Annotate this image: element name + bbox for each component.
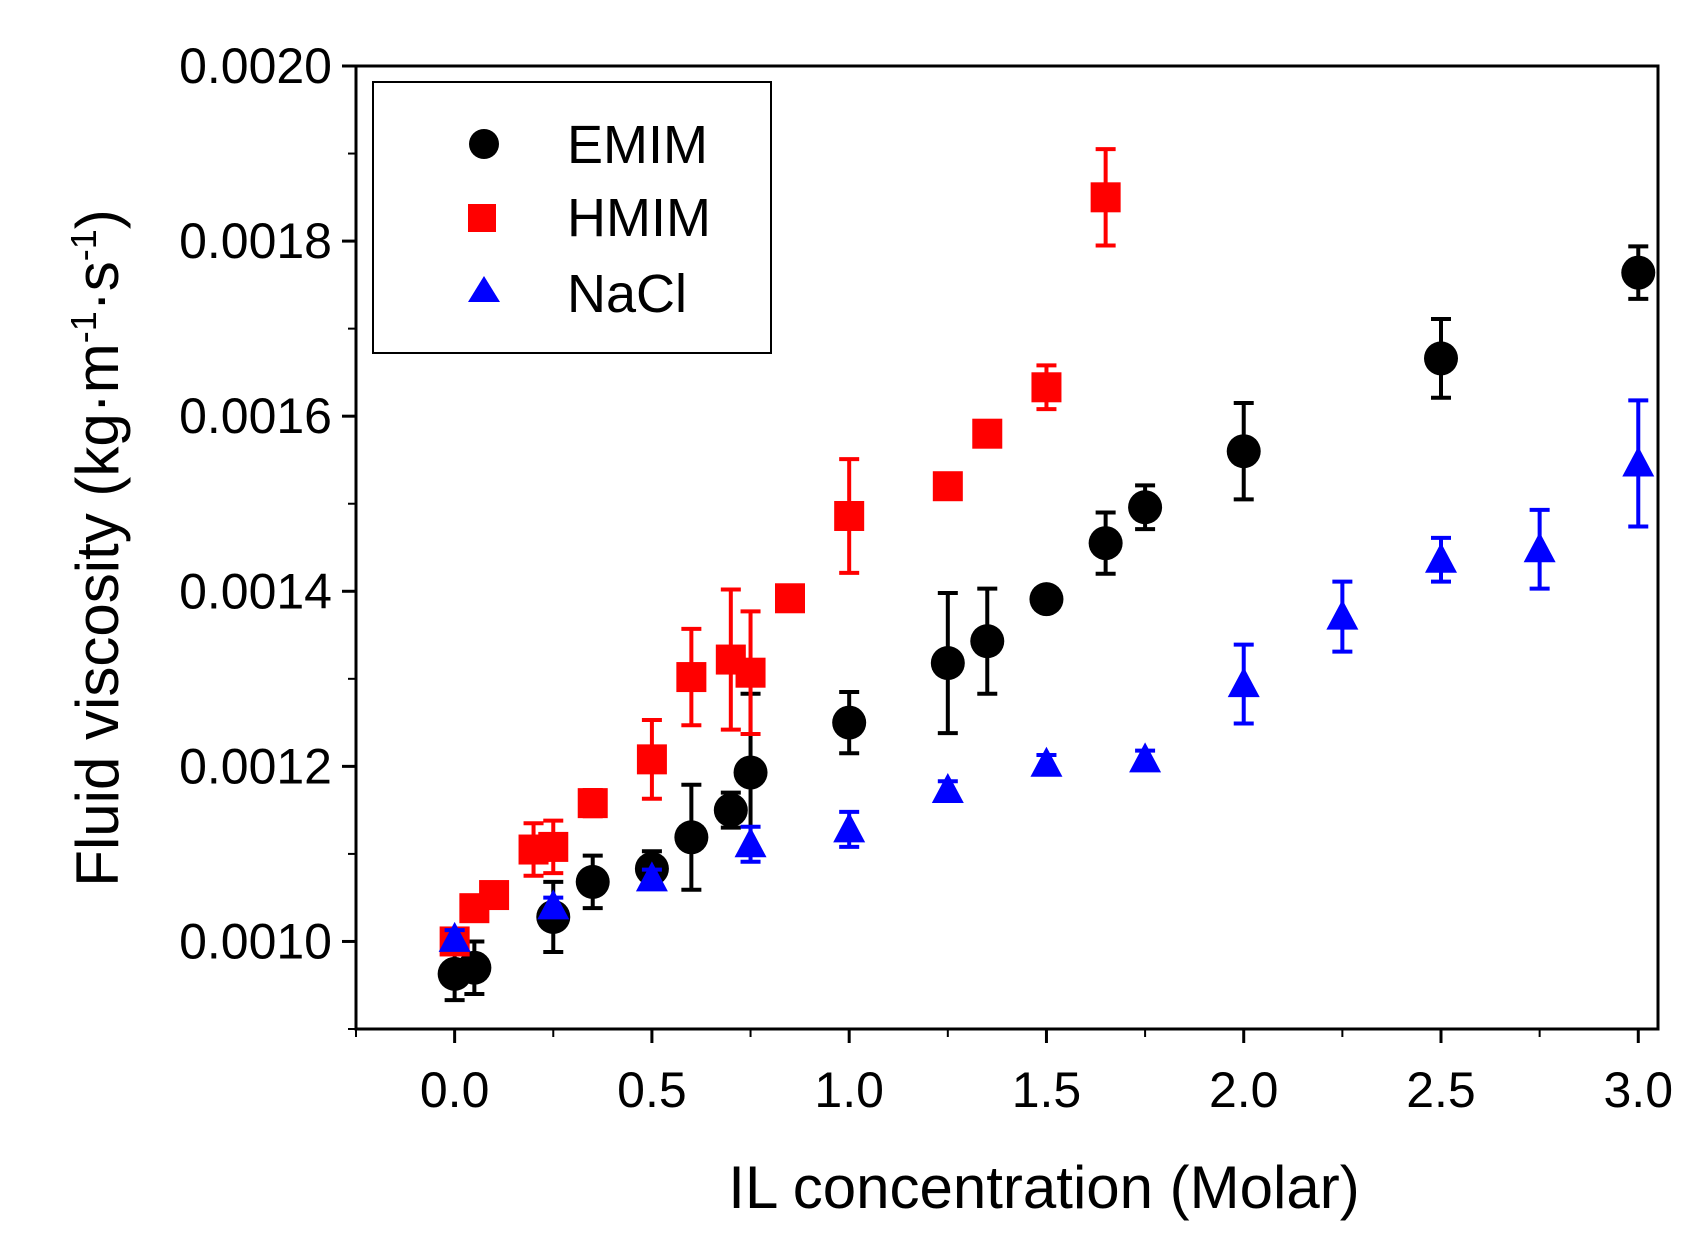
y-axis-title-sup1: -1 xyxy=(63,311,104,343)
plot-frame xyxy=(354,64,1660,1031)
data-point xyxy=(1128,490,1163,525)
x-axis-title: IL concentration (Molar) xyxy=(728,1154,1359,1221)
data-point xyxy=(931,773,964,804)
data-point xyxy=(713,793,748,828)
legend-label-nacl: NaCl xyxy=(567,264,687,324)
y-tick-label: 0.0010 xyxy=(179,913,332,969)
data-point xyxy=(577,788,608,819)
legend-box xyxy=(372,81,772,354)
tick-labels: 0.0 0.5 1.0 1.5 2.0 2.5 3.0 0.0010 0.0012 0.0014 0… xyxy=(179,38,1673,1118)
x-tick-label: 1.0 xyxy=(814,1062,884,1118)
data-point xyxy=(537,889,570,920)
data-point xyxy=(1226,434,1261,469)
data-point xyxy=(438,921,471,952)
data-point xyxy=(676,662,707,693)
data-point xyxy=(1523,532,1556,563)
data-point xyxy=(1424,341,1458,376)
data-point xyxy=(734,827,767,858)
data-point xyxy=(538,831,569,862)
series-nacl xyxy=(438,398,1655,952)
data-point xyxy=(832,705,867,740)
data-point xyxy=(479,880,510,911)
y-tick-label: 0.0014 xyxy=(179,563,332,619)
y-axis-title-main: Fluid viscosity (kg·m xyxy=(64,343,131,886)
data-point xyxy=(735,657,766,688)
x-tick-label: 0.5 xyxy=(617,1062,687,1118)
y-axis-title-sup2: -1 xyxy=(63,229,104,261)
data-point xyxy=(775,583,805,614)
x-tick-label: 2.5 xyxy=(1406,1062,1476,1118)
data-point xyxy=(970,624,1005,659)
data-point xyxy=(1090,182,1121,213)
legend-marker-emim xyxy=(469,129,499,159)
legend-marker-hmim xyxy=(468,204,496,232)
data-point xyxy=(972,418,1003,449)
data-point xyxy=(575,864,610,899)
legend-label-hmim: HMIM xyxy=(567,188,711,248)
data-point xyxy=(1425,542,1457,573)
legend: EMIM HMIM NaCl xyxy=(372,81,772,354)
legend-marker-nacl xyxy=(468,276,500,302)
x-tick-label: 2.0 xyxy=(1209,1062,1279,1118)
x-tick-label: 1.5 xyxy=(1012,1062,1082,1118)
y-axis-title-end: ) xyxy=(64,209,131,229)
data-point xyxy=(1622,446,1655,477)
data-point xyxy=(1326,599,1359,630)
y-tick-label: 0.0018 xyxy=(179,213,332,269)
data-point xyxy=(636,744,667,775)
data-point xyxy=(834,500,865,531)
data-point xyxy=(1088,526,1123,561)
legend-label-emim: EMIM xyxy=(567,115,708,175)
x-tick-label: 3.0 xyxy=(1604,1062,1674,1118)
y-axis-title-mid: ·s xyxy=(64,261,131,311)
data-point xyxy=(1621,255,1656,290)
data-point xyxy=(1129,742,1162,773)
data-point xyxy=(833,812,866,843)
y-axis-title: Fluid viscosity (kg·m-1·s-1) xyxy=(63,209,131,886)
data-point xyxy=(674,820,709,855)
data-point xyxy=(1227,667,1260,698)
data-point xyxy=(635,861,668,892)
x-tick-label: 0.0 xyxy=(420,1062,490,1118)
data-point xyxy=(930,646,965,681)
axis-ticks xyxy=(342,64,1640,1043)
data-point xyxy=(932,471,963,502)
data-point xyxy=(733,755,768,790)
y-tick-label: 0.0016 xyxy=(179,388,332,444)
series-emim xyxy=(437,244,1656,1003)
y-tick-label: 0.0020 xyxy=(179,38,332,94)
data-point xyxy=(1030,746,1063,777)
data-point xyxy=(1031,372,1062,403)
data-series xyxy=(437,147,1656,1003)
data-point xyxy=(1029,582,1064,617)
y-tick-label: 0.0012 xyxy=(179,738,332,794)
data-point xyxy=(457,950,492,985)
